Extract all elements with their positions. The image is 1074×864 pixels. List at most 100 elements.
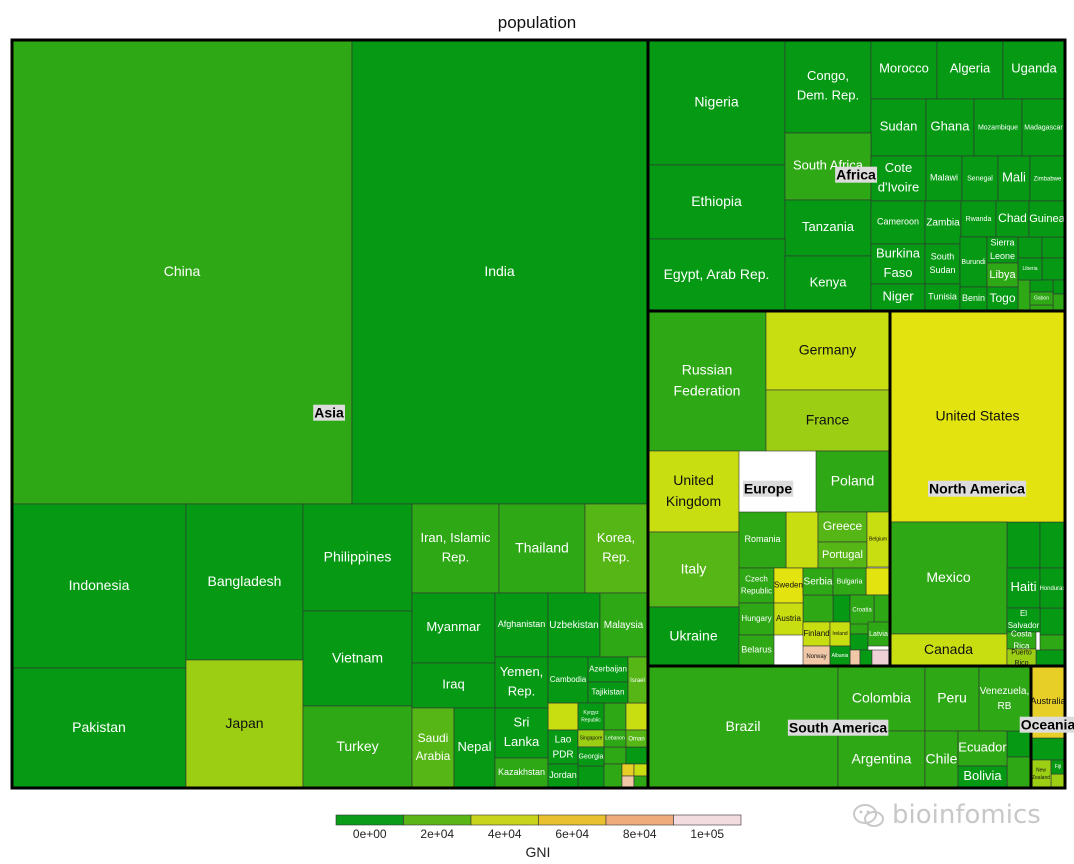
treemap-cell-minor (832, 594, 851, 623)
treemap-cell-poland (815, 450, 890, 513)
treemap-label-zimbabwe: Zimbabwe (1034, 176, 1062, 182)
treemap-label-morocco: Morocco (879, 61, 929, 76)
treemap-cell-iran-islamic-rep (411, 503, 500, 594)
treemap-cell-mozambique (973, 98, 1023, 157)
treemap-label-finland: Finland (803, 629, 829, 638)
treemap-cell-myanmar (411, 592, 496, 664)
treemap-label-bangladesh: Bangladesh (208, 573, 282, 589)
treemap-label-nigeria: Nigeria (694, 93, 739, 109)
treemap-cell-minor (859, 649, 873, 667)
treemap-cell-minor (802, 594, 834, 623)
treemap-cell-burundi (959, 236, 988, 288)
treemap-label-nepal: Nepal (458, 739, 492, 754)
treemap-cell-minor (1006, 521, 1041, 569)
treemap-label-belarus: Belarus (741, 645, 772, 655)
treemap-cell-vietnam (302, 610, 413, 707)
treemap-cell-minor (785, 511, 819, 569)
treemap-label-south-sudan: South Sudan (929, 252, 955, 276)
treemap-cell-minor (865, 567, 890, 596)
treemap-label-ireland: Ireland (832, 631, 848, 637)
treemap-label-libya: Libya (989, 269, 1016, 281)
treemap-cell-minor (1006, 756, 1032, 789)
treemap-cell-croatia (849, 594, 875, 625)
wechat-icon (853, 803, 884, 827)
treemap-cell-czech-republic (738, 567, 775, 604)
treemap-label-united-states: United States (935, 407, 1019, 423)
treemap-label-tanzania: Tanzania (802, 219, 855, 234)
chart-title: population (498, 13, 576, 32)
treemap-label-brazil: Brazil (725, 718, 760, 734)
treemap-cell-ghana (925, 98, 975, 157)
treemap-cell-serbia (802, 567, 834, 596)
treemap-cell-zimbabwe (1029, 155, 1066, 202)
treemap-label-uganda: Uganda (1011, 61, 1057, 76)
treemap-cell-romania (738, 511, 787, 569)
treemap-region-labels: Asia Africa Europe North America South Ameri… (313, 166, 1074, 736)
treemap-cell-gabon (1029, 291, 1054, 306)
legend-title: GNI (526, 844, 551, 860)
legend-tick-label: 2e+04 (420, 827, 454, 841)
treemap-cell-el-salvador (1006, 607, 1041, 633)
treemap-cell-senegal (961, 155, 999, 202)
region-label-europe: Europe (744, 481, 792, 497)
treemap-label-georgia: Georgia (579, 753, 604, 760)
treemap-cell-honduras (1039, 567, 1066, 609)
treemap-cell-japan (185, 659, 304, 789)
treemap-label-kyrgyz-republic: Kyrgyz Republic (581, 710, 601, 724)
treemap-label-fiji: Fiji (1055, 764, 1061, 770)
treemap-cell-minor (1039, 521, 1066, 569)
treemap-cell-niger (870, 283, 926, 312)
treemap-label-sudan: Sudan (880, 119, 918, 134)
treemap-cell-minor (621, 775, 635, 789)
treemap-label-hungary: Hungary (741, 614, 771, 623)
treemap-label-china: China (164, 263, 201, 279)
treemap-cell-indonesia (11, 503, 187, 669)
treemap-cell-minor (1039, 634, 1066, 651)
treemap-label-ukraine: Ukraine (669, 627, 717, 643)
region-label-bg-europe (742, 480, 794, 497)
treemap-label-belgium: Belgium (869, 537, 887, 543)
treemap-label-malawi: Malawi (930, 173, 958, 183)
treemap-cell-morocco (870, 39, 938, 100)
treemap-label-chile: Chile (926, 750, 958, 766)
treemap-cell-benin (959, 286, 988, 312)
treemap-label-india: India (484, 263, 515, 279)
treemap-label-niger: Niger (882, 289, 914, 304)
treemap-cell-minor (871, 649, 890, 667)
treemap-cell-congo-dem-rep (784, 39, 872, 134)
watermark-text: bioinfomics (892, 800, 1041, 830)
treemap-label-portugal: Portugal (822, 549, 863, 561)
treemap-cell-thailand (498, 503, 586, 594)
treemap-label-norway: Norway (806, 654, 826, 660)
treemap-cell-minor (577, 765, 605, 789)
treemap-label-austria: Austria (776, 614, 801, 623)
treemap-label-romania: Romania (744, 534, 780, 544)
treemap-cell-bulgaria (832, 567, 867, 596)
treemap-label-el-salvador: El Salvador (1008, 609, 1040, 630)
treemap-label-bulgaria: Bulgaria (837, 578, 863, 585)
treemap-label-madagascar: Madagascar (1024, 124, 1063, 131)
treemap-cell-rwanda (960, 200, 997, 238)
treemap-cell-minor (603, 702, 627, 731)
treemap-label-sri-lanka: Sri Lanka (504, 715, 540, 750)
treemap-cell-minor (603, 763, 623, 789)
treemap-label-japan: Japan (225, 715, 263, 731)
region-label-south-america: South America (789, 720, 887, 736)
treemap-label-israel: Israel (630, 678, 645, 684)
treemap-cell-minor (547, 702, 579, 731)
treemap-cell-germany (765, 310, 890, 391)
treemap-label-canada: Canada (924, 641, 973, 657)
treemap-cell-uzbekistan (547, 592, 601, 658)
legend-swatch (403, 814, 472, 826)
treemap-cell-italy (647, 531, 740, 608)
treemap-label-korea-rep: Korea, Rep. (597, 530, 635, 565)
treemap-label-bolivia: Bolivia (963, 768, 1002, 783)
treemap-label-saudi-arabia: Saudi Arabia (416, 731, 451, 763)
treemap-cell-minor (1039, 607, 1066, 636)
treemap-label-costa-rica: Costa Rica (1011, 630, 1032, 651)
treemap-label-jordan: Jordan (549, 770, 577, 780)
treemap-cell-south-africa (784, 132, 872, 201)
treemap-cell-sweden (773, 567, 804, 604)
treemap-cell-canada (889, 633, 1008, 667)
treemap-cell-turkey (302, 705, 413, 789)
